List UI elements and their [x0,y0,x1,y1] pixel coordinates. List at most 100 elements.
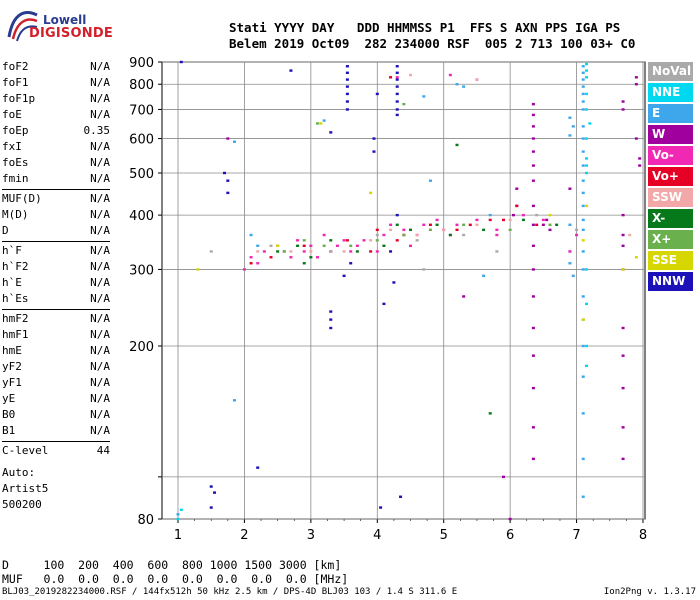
data-point-w [621,426,625,429]
y-tick-label: 80 [137,513,154,528]
data-point-nne [585,108,589,111]
data-point-w [545,218,549,222]
data-point-nnw [226,191,230,195]
data-point-vo- [395,239,399,242]
parameter-name: foF1p [2,92,36,105]
y-tick-label: 700 [129,103,154,118]
parameter-value: N/A [90,156,110,169]
parameter-row: foEs N/A [2,156,110,170]
data-point-vo- [402,228,406,232]
data-point-noval [329,250,333,253]
data-point-nnw [349,262,353,265]
data-point-w [531,137,535,140]
data-point-vo- [389,76,393,79]
data-point-e [568,262,572,265]
parameter-row: foEp 0.35 [2,124,110,138]
parameter-row: foF1p N/A [2,92,110,106]
data-point-vo- [455,228,459,232]
parameter-value: N/A [90,292,110,305]
plot-frame [161,61,646,520]
parameter-name: foE [2,108,22,121]
parameter-row: yE N/A [2,392,110,406]
parameter-name: foEs [2,156,29,169]
data-point-nnw [395,92,399,96]
data-point-w [531,113,535,117]
data-point-sse [581,318,585,321]
data-point-w [531,102,535,106]
data-point-vo- [515,204,519,208]
data-point-vo- [541,218,545,222]
data-point-e [232,140,236,143]
data-point-nnw [329,318,333,321]
data-point-w [531,386,535,390]
data-point-w [621,386,625,390]
data-point-e [581,295,585,298]
data-point-nne [585,164,589,167]
header-values: Belem 2019 Oct09 282 234000 RSF 005 2 71… [229,36,636,51]
data-point-nnw [395,71,399,74]
data-point-nnw [345,71,349,74]
legend-item-e: E [648,104,693,123]
parameter-row: foF2 N/A [2,60,110,74]
parameter-group-divider [2,241,110,242]
data-point-w [531,268,535,271]
data-point-nnw [289,69,293,72]
parameter-name: foF1 [2,76,29,89]
parameter-value: 0.35 [83,124,111,137]
data-point-e [581,228,585,232]
data-point-nnw [345,92,349,96]
data-point-nne [585,364,589,368]
data-point-ssw [309,250,313,253]
data-point-vo- [302,244,306,248]
data-point-e [256,244,260,248]
parameter-value: N/A [90,360,110,373]
digisonde-logo: Lowell DIGISONDE [3,3,123,43]
data-point-e [581,65,585,68]
data-point-w [531,244,535,248]
parameter-row: B1 N/A [2,424,110,438]
auto-code: 500200 [2,498,42,511]
parameter-value: N/A [90,108,110,121]
distance-muf-table: D 100 200 400 600 800 1000 1500 3000 [km… [2,558,348,586]
data-point-w [531,295,535,298]
data-point-nne [585,69,589,72]
data-point-nnw [379,506,383,509]
data-point-x- [395,223,399,227]
data-point-x- [488,412,492,415]
data-point-w [634,83,638,86]
data-point-vo- [468,223,472,227]
data-point-nnw [395,108,399,111]
data-point-vo- [242,268,246,271]
parameter-row: fmin N/A [2,172,110,186]
data-point-nne [585,302,589,306]
parameter-row: yF1 N/A [2,376,110,390]
data-point-nnw [345,85,349,88]
data-point-vo- [422,223,426,227]
parameter-row: foF1 N/A [2,76,110,90]
data-point-x- [508,228,512,232]
data-point-vo- [389,223,393,227]
data-point-w [621,326,625,330]
auto-artist: Artist5 [2,482,49,495]
data-point-ssw [508,218,512,222]
data-point-e [176,513,180,516]
data-point-nnw [399,495,403,498]
data-point-ssw [415,233,419,237]
data-point-e [428,179,432,182]
data-point-vo- [256,262,260,265]
data-point-w [508,517,512,521]
parameter-value: N/A [90,92,110,105]
legend-item-ssw: SSW [648,188,693,207]
data-point-nne [588,122,592,125]
parameter-row: h`E N/A [2,276,110,290]
data-point-noval [462,233,466,237]
data-point-nnw [223,171,226,175]
data-point-x- [428,228,432,232]
data-point-w [511,213,515,217]
legend-item-nnw: NNW [648,272,693,291]
data-point-vo- [345,239,349,242]
data-point-e [581,85,585,88]
data-point-nnw [345,100,349,103]
parameter-row: h`F2 N/A [2,260,110,274]
data-point-e [581,268,585,271]
